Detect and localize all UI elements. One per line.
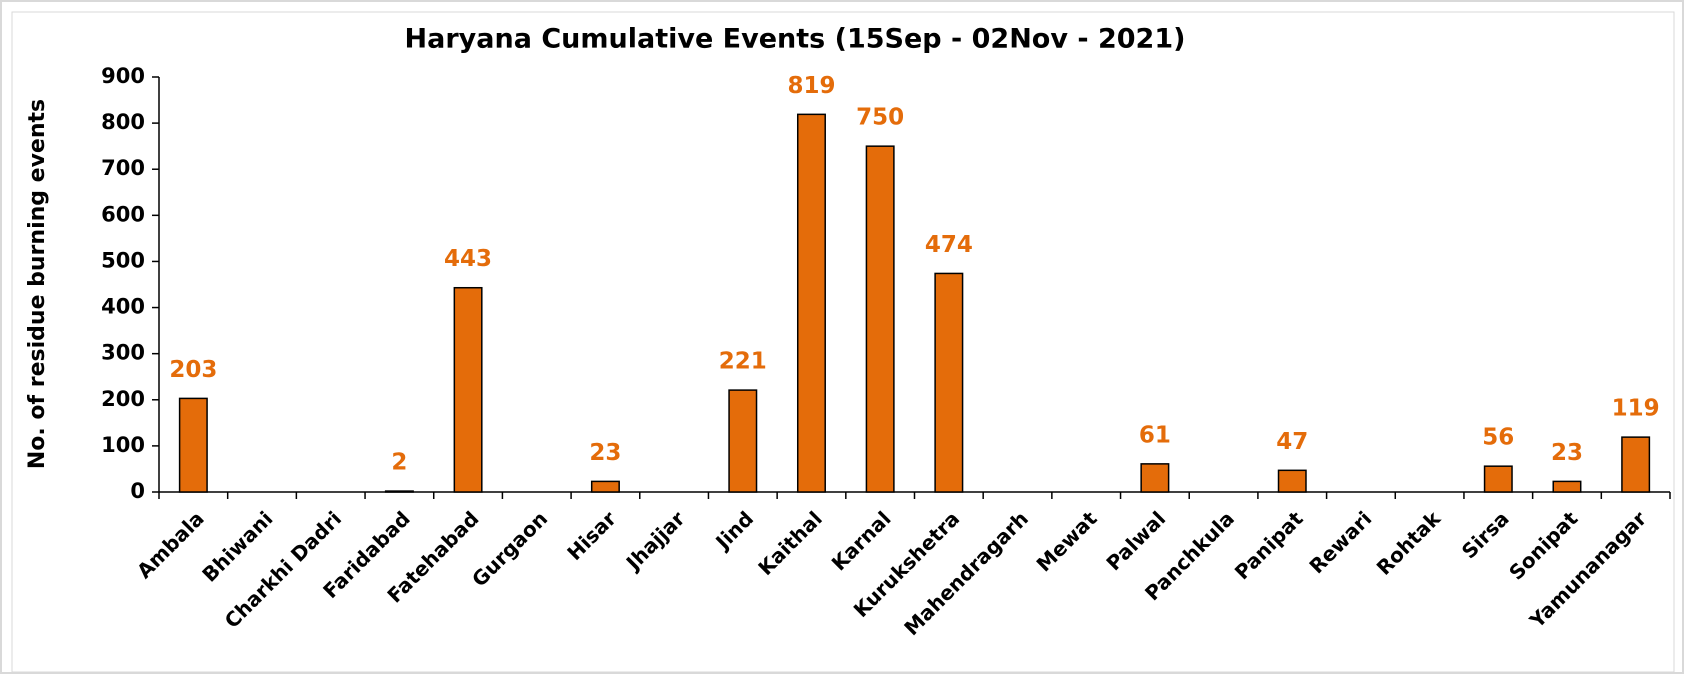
y-tick-label: 400 (101, 295, 145, 319)
bar (796, 113, 826, 493)
y-tick-label: 300 (101, 341, 145, 365)
data-label: 221 (719, 349, 767, 375)
bar (728, 389, 758, 493)
y-tick-label: 500 (101, 248, 145, 272)
data-label: 203 (169, 357, 217, 383)
bar (590, 480, 620, 493)
bar (1483, 465, 1513, 493)
bar (178, 397, 208, 493)
data-label: 23 (589, 440, 621, 466)
y-tick-label: 700 (101, 156, 145, 180)
bar (384, 490, 414, 493)
bar (1552, 480, 1582, 493)
data-label: 61 (1139, 422, 1171, 448)
data-label: 474 (925, 232, 973, 258)
data-label: 750 (856, 105, 904, 131)
y-tick-label: 0 (130, 479, 145, 503)
data-label: 47 (1276, 429, 1308, 455)
data-label: 23 (1551, 440, 1583, 466)
data-label: 56 (1482, 425, 1514, 451)
data-label: 819 (787, 73, 835, 99)
bar (1621, 436, 1651, 493)
y-tick-label: 900 (101, 64, 145, 88)
bar (1277, 469, 1307, 493)
bar (865, 145, 895, 493)
data-label: 119 (1612, 396, 1660, 422)
chart-title: Haryana Cumulative Events (15Sep - 02Nov… (405, 24, 1186, 55)
y-tick-label: 100 (101, 433, 145, 457)
y-tick-label: 200 (101, 387, 145, 411)
bar (453, 286, 483, 493)
y-axis-label: No. of residue burning events (25, 99, 50, 469)
bar (934, 272, 964, 493)
y-tick-label: 800 (101, 110, 145, 134)
data-label: 443 (444, 246, 492, 272)
chart-frame (11, 11, 1675, 673)
y-tick-label: 600 (101, 202, 145, 226)
data-label: 2 (391, 450, 407, 476)
bar (1140, 463, 1170, 493)
